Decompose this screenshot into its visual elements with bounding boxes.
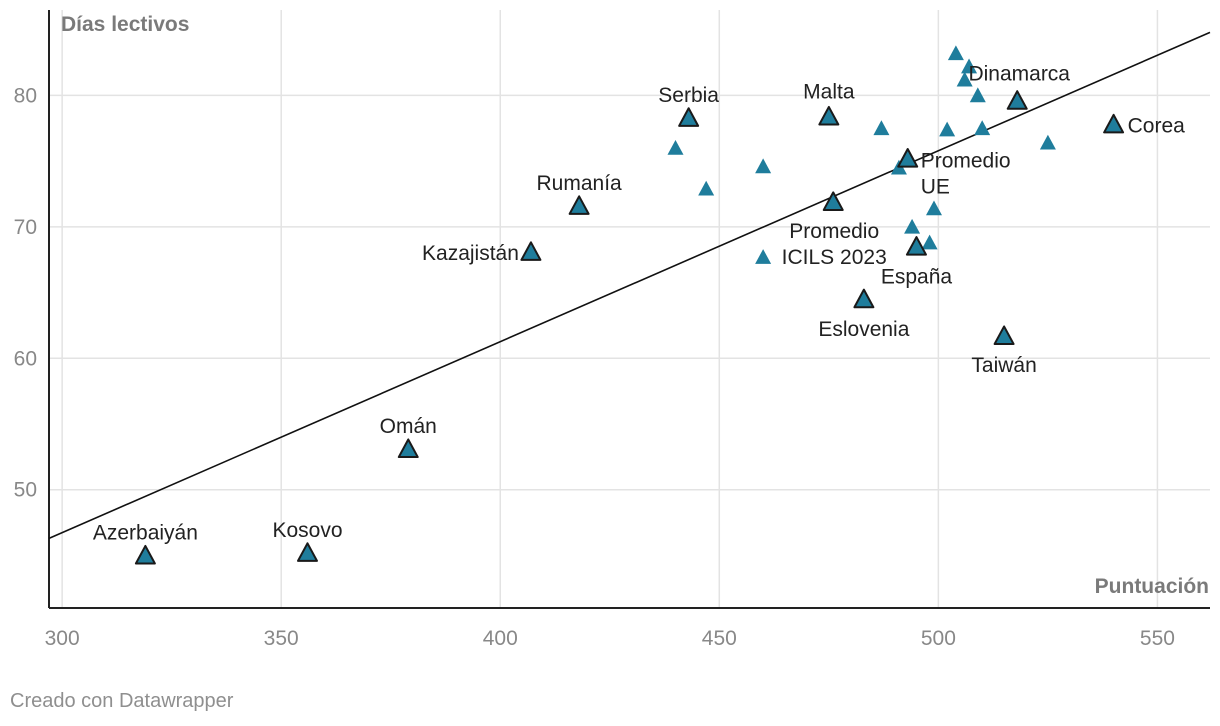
x-tick-label: 450 [702,627,737,650]
point-marker [904,218,921,234]
highlighted-point-marker [296,542,318,562]
y-axis-title: Días lectivos [61,13,189,36]
x-axis-title: Puntuación [1095,575,1209,598]
point-label: Kazajistán [422,242,519,265]
axes: 300 350 400 450 500 550 50 60 70 80 [14,10,1210,650]
point-label: España [881,266,953,289]
point-marker [961,58,978,74]
x-tick-label: 550 [1140,627,1175,650]
highlighted-point-marker [678,107,700,127]
y-tick-label: 50 [14,479,37,502]
highlighted-point-marker [1103,113,1125,134]
points-group [134,45,1125,565]
highlighted-point-marker [905,236,927,256]
point-marker [1039,134,1056,150]
point-marker [921,234,938,250]
point-marker [667,140,684,155]
footer-credit: Creado con Datawrapper [10,690,234,712]
point-label: Rumanía [537,172,623,195]
y-tick-label: 80 [14,84,37,107]
highlighted-point-marker [818,105,840,126]
x-tick-label: 350 [264,627,299,650]
highlighted-point-marker [853,288,875,309]
point-label: Corea [1128,114,1186,137]
scatter-chart: 300 350 400 450 500 550 50 60 70 80 Días lectivos… [14,10,1211,650]
point-label: Dinamarca [968,63,1070,86]
point-marker [947,45,964,61]
point-label: Promedio UE [921,150,1011,199]
point-label: Azerbaiyán [93,521,198,544]
highlighted-point-marker [822,191,844,211]
point-marker [969,87,986,103]
x-tick-label: 300 [45,627,80,650]
point-marker [939,121,956,137]
point-label: Promedio ICILS 2023 [782,220,887,269]
point-marker [698,180,715,196]
point-labels-group: Azerbaiyán Kosovo Omán Kazajistán Rumanía Ser… [93,63,1185,545]
highlighted-point-marker [568,195,590,215]
regression-line [48,31,1211,540]
highlighted-point-marker [1006,90,1028,110]
highlighted-point-marker [134,544,156,565]
point-label: Omán [380,415,437,438]
x-tick-label: 500 [921,627,956,650]
point-marker [755,249,772,264]
point-marker [755,158,772,174]
y-tick-label: 60 [14,347,37,370]
point-marker [956,71,973,87]
point-label: Taiwán [971,354,1036,377]
grid [49,10,1210,608]
point-marker [873,120,890,136]
point-label: Serbia [658,84,719,107]
point-marker [974,120,991,136]
x-tick-label: 400 [483,627,518,650]
highlighted-point-marker [897,148,919,168]
point-marker [925,200,942,216]
point-label: Malta [803,80,855,103]
highlighted-point-marker [397,438,419,459]
highlighted-point-marker [520,241,542,261]
point-label: Kosovo [272,519,342,542]
y-tick-label: 70 [14,216,37,239]
highlighted-point-marker [993,325,1015,346]
regression-line-group [48,31,1211,540]
point-label: Eslovenia [818,318,909,341]
